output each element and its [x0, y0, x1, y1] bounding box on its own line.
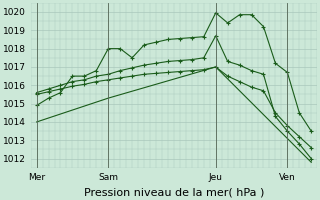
- X-axis label: Pression niveau de la mer( hPa ): Pression niveau de la mer( hPa ): [84, 187, 264, 197]
